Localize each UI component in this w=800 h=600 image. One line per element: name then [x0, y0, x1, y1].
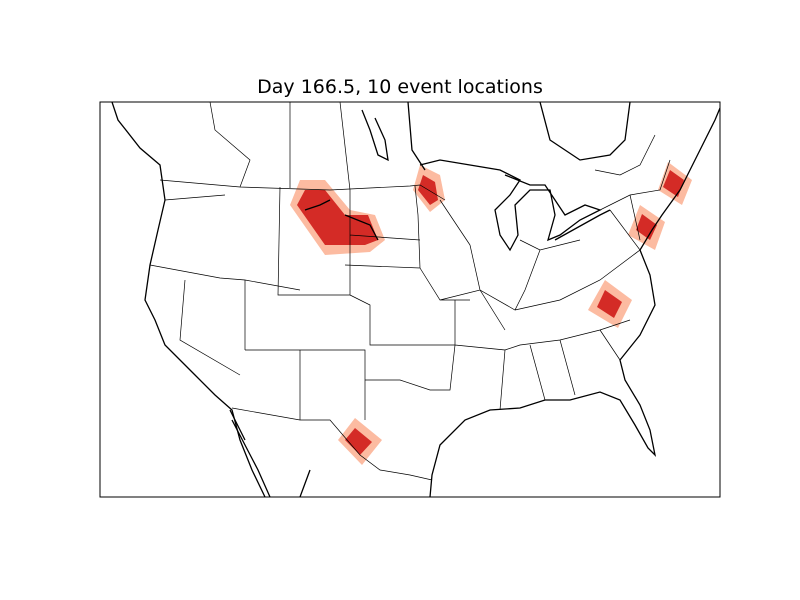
map-frame [99, 101, 721, 498]
event-core-montana [297, 190, 378, 245]
gulf-coast [299, 107, 720, 497]
canada-us-border [159, 159, 671, 211]
lake-winnipeg [361, 109, 389, 162]
hudson-bay-shore [407, 102, 631, 171]
event-core-maine [663, 170, 684, 197]
map-content [111, 102, 720, 497]
great-lakes [419, 159, 611, 252]
event-core-virginia [597, 290, 622, 318]
event-core-newjersey [636, 214, 657, 240]
event-cores [297, 170, 684, 455]
coastline [111, 102, 266, 497]
state-borders [149, 102, 656, 420]
event-core-texas [345, 428, 372, 455]
missouri-river [304, 199, 379, 241]
mexico-coast [229, 409, 271, 497]
us-mexico-border [231, 407, 433, 481]
map-title: Day 166.5, 10 event locations [257, 76, 543, 98]
